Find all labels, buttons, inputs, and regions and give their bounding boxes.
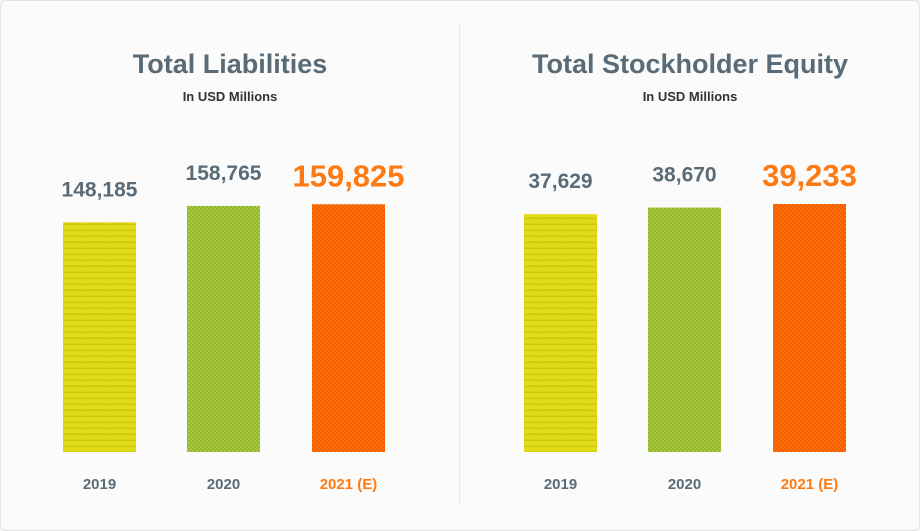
category-label: 2021 (E) <box>320 476 378 493</box>
bar-2019 <box>63 222 136 452</box>
value-label: 37,629 <box>528 170 592 193</box>
bar-2020 <box>187 205 260 452</box>
category-label: 2021 (E) <box>781 476 839 493</box>
value-label: 39,233 <box>762 158 857 193</box>
bar-2021-e <box>773 204 846 452</box>
chart-title: Total Stockholder Equity <box>532 49 848 79</box>
bar-2021-e <box>312 204 385 452</box>
category-label: 2019 <box>544 476 577 493</box>
bar-2020 <box>648 207 721 452</box>
bar-2019 <box>524 214 597 452</box>
value-label: 148,185 <box>62 178 138 201</box>
chart-subtitle: In USD Millions <box>183 89 278 104</box>
chart-subtitle: In USD Millions <box>643 89 738 104</box>
category-label: 2019 <box>83 476 116 493</box>
chart-title: Total Liabilities <box>133 49 328 79</box>
value-label: 159,825 <box>292 158 404 193</box>
category-label: 2020 <box>668 476 701 493</box>
panel-divider <box>459 26 460 504</box>
value-label: 158,765 <box>186 162 262 185</box>
chart-liabilities: Total Liabilities In USD Millions 148,18… <box>62 49 405 493</box>
value-label: 38,670 <box>652 164 716 187</box>
category-label: 2020 <box>207 476 240 493</box>
chart-equity: Total Stockholder Equity In USD Millions… <box>524 49 857 493</box>
